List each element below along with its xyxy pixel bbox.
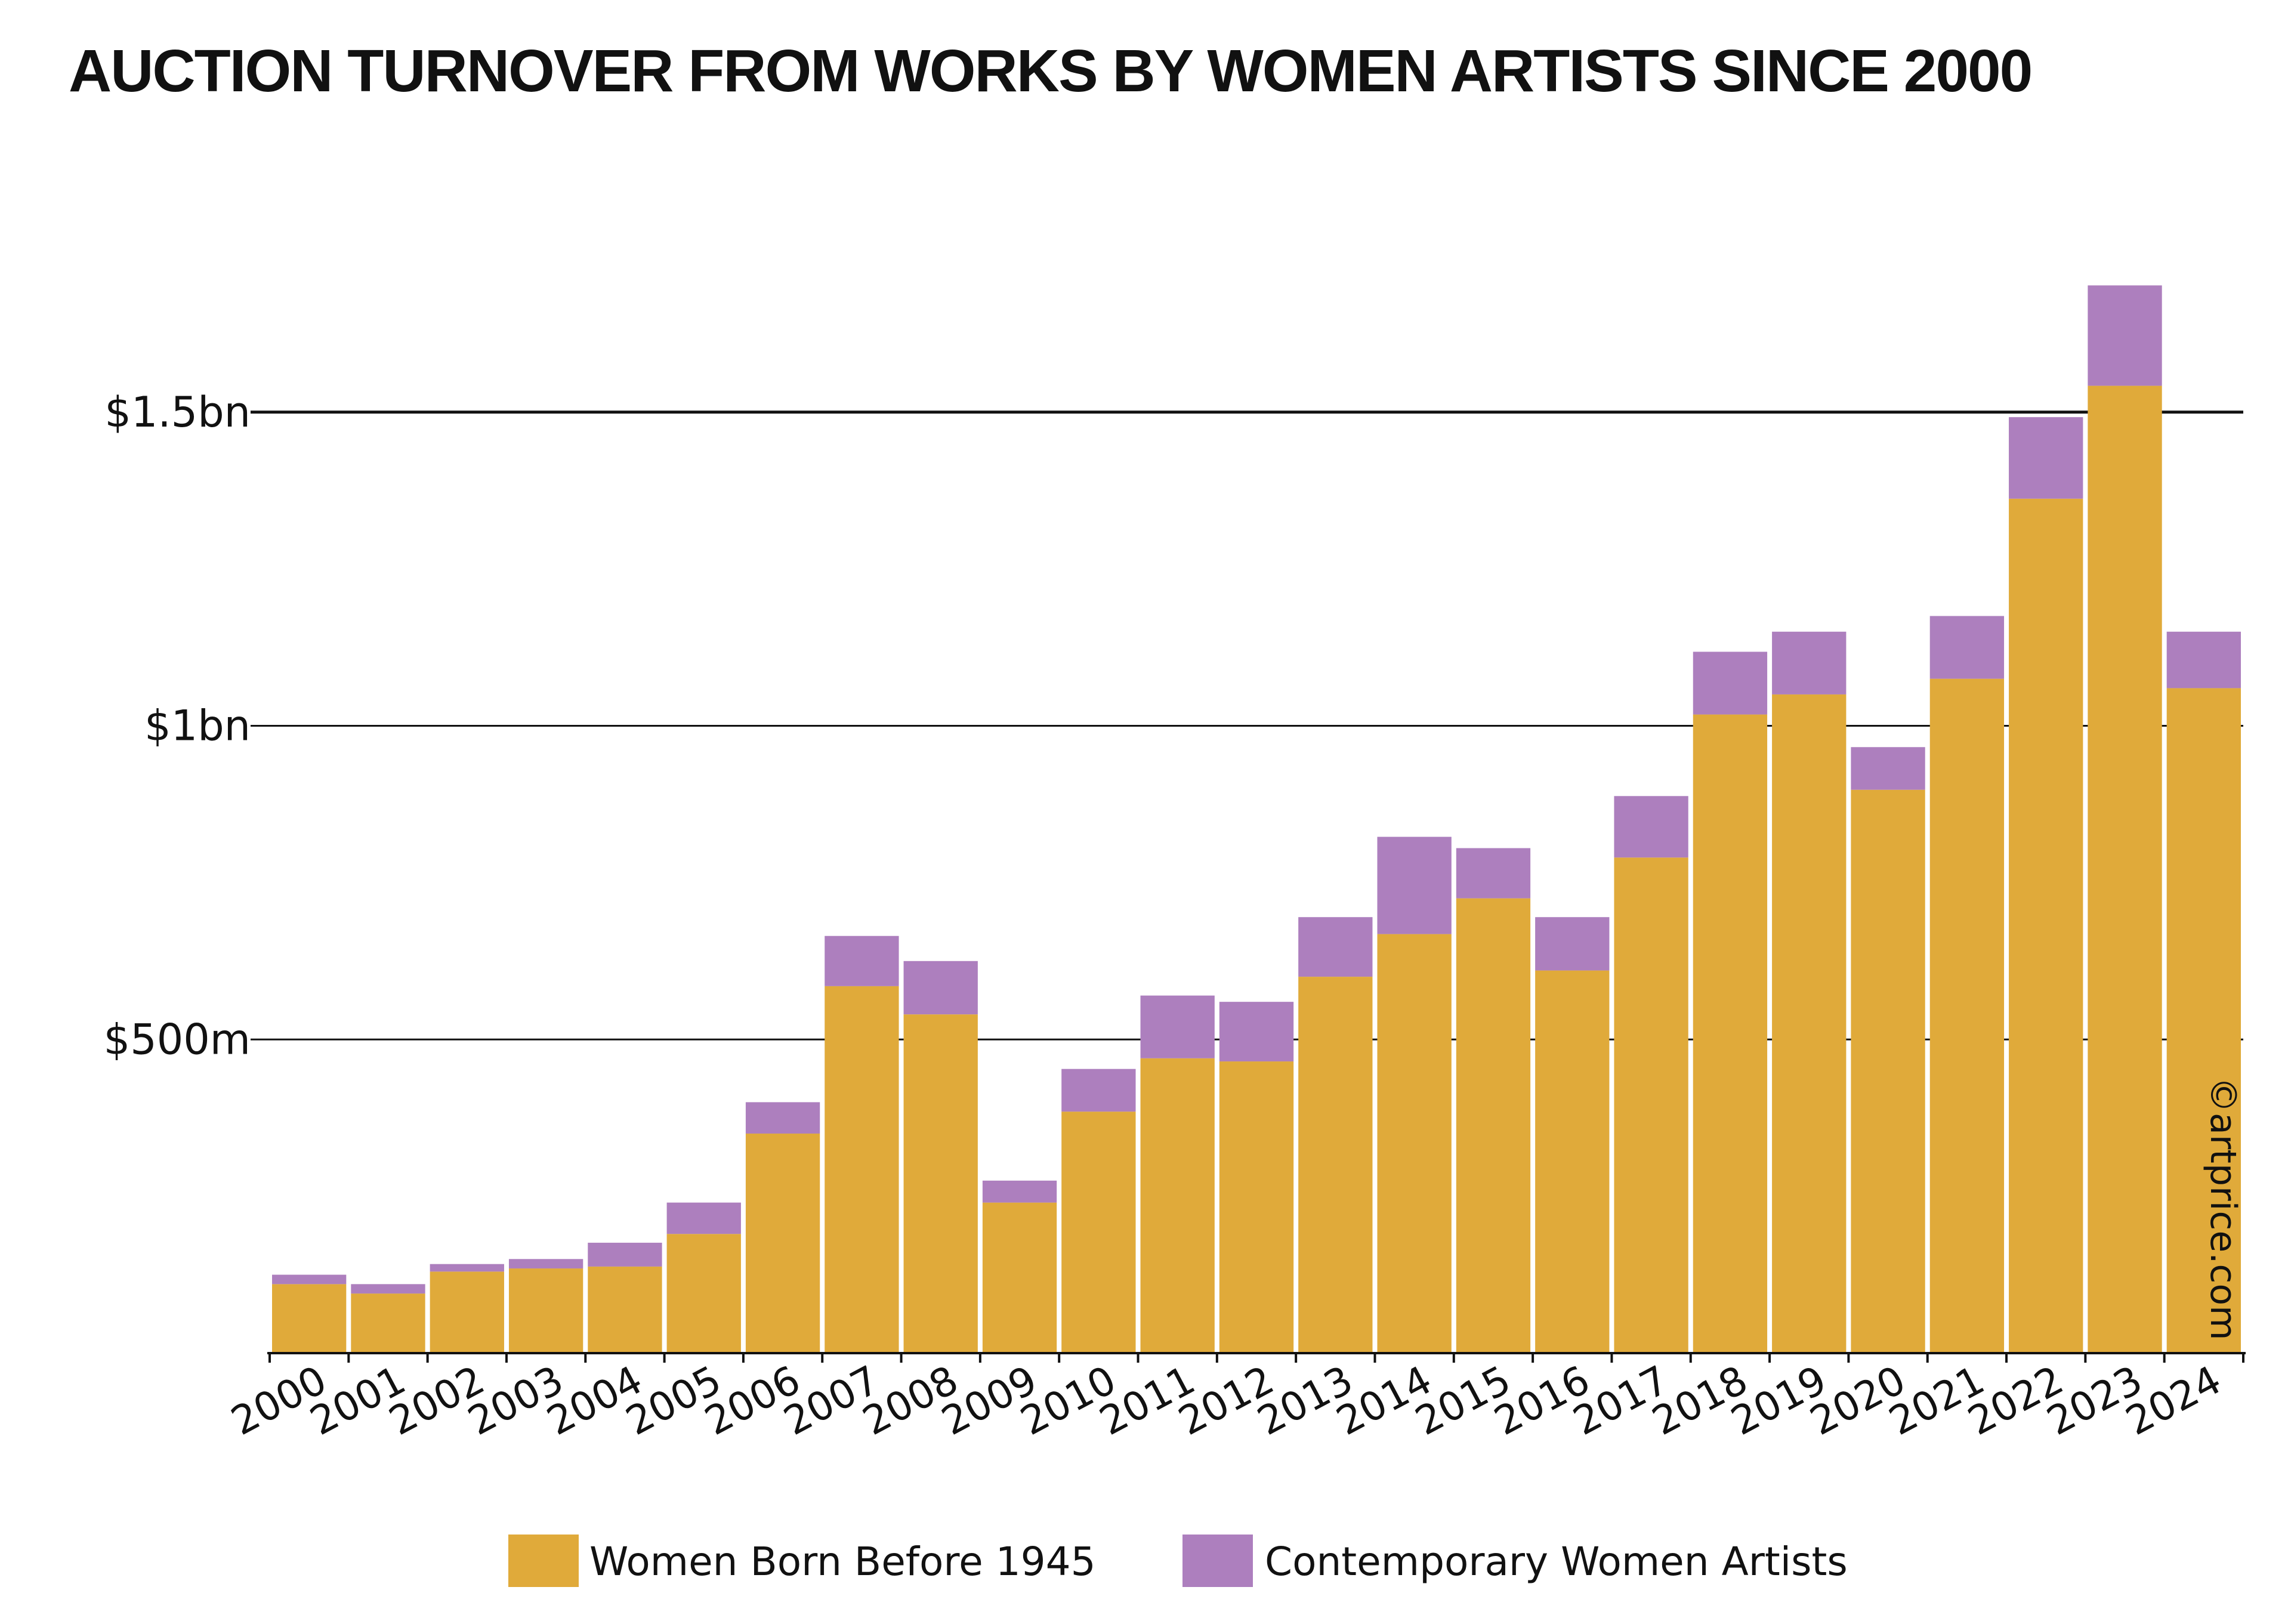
chart-title: AUCTION TURNOVER FROM WORKS BY WOMEN ART… — [69, 38, 2033, 104]
bar-contemporary-women-artists — [351, 1284, 425, 1294]
bar-women-born-before-1945 — [2088, 385, 2162, 1354]
bars — [272, 285, 2241, 1354]
legend-swatch-contemporary-women-artists — [1182, 1535, 1253, 1587]
bar-women-born-before-1945 — [1061, 1112, 1136, 1353]
bar-contemporary-women-artists — [1377, 836, 1452, 934]
y-tick-label: $1.5bn — [104, 388, 251, 437]
bar-women-born-before-1945 — [1219, 1061, 1294, 1353]
bar-women-born-before-1945 — [430, 1271, 504, 1353]
bar-women-born-before-1945 — [1298, 977, 1373, 1353]
y-tick-label: $500m — [104, 1015, 251, 1064]
bar-contemporary-women-artists — [2166, 631, 2241, 688]
bar-women-born-before-1945 — [272, 1284, 347, 1353]
bar-contemporary-women-artists — [745, 1102, 820, 1134]
bar-women-born-before-1945 — [1140, 1058, 1215, 1353]
bar-contemporary-women-artists — [1061, 1069, 1136, 1112]
bar-women-born-before-1945 — [1851, 789, 1925, 1353]
bar-women-born-before-1945 — [1456, 898, 1531, 1353]
bar-women-born-before-1945 — [508, 1268, 583, 1353]
bar-women-born-before-1945 — [1377, 934, 1452, 1353]
legend-label-contemporary-women-artists: Contemporary Women Artists — [1265, 1539, 1848, 1585]
bar-contemporary-women-artists — [825, 936, 899, 986]
bar-contemporary-women-artists — [1298, 917, 1373, 977]
bar-contemporary-women-artists — [1929, 616, 2005, 679]
x-axis — [267, 1352, 2246, 1363]
bar-contemporary-women-artists — [1851, 747, 1925, 790]
bar-women-born-before-1945 — [1693, 714, 1768, 1353]
bar-women-born-before-1945 — [1772, 694, 1847, 1353]
bar-contemporary-women-artists — [2088, 285, 2162, 386]
bar-women-born-before-1945 — [588, 1266, 662, 1353]
bar-contemporary-women-artists — [666, 1202, 741, 1234]
bar-contemporary-women-artists — [1772, 631, 1847, 694]
bar-contemporary-women-artists — [272, 1274, 347, 1285]
legend: Women Born Before 1945 Contemporary Wome… — [508, 1535, 1848, 1587]
legend-swatch-women-born-before-1945 — [508, 1535, 579, 1587]
bar-women-born-before-1945 — [351, 1293, 425, 1353]
bar-women-born-before-1945 — [1929, 678, 2005, 1353]
bar-contemporary-women-artists — [1614, 796, 1688, 858]
bar-women-born-before-1945 — [2009, 498, 2083, 1354]
bar-contemporary-women-artists — [2009, 417, 2083, 499]
bar-contemporary-women-artists — [903, 961, 978, 1015]
bar-contemporary-women-artists — [1140, 995, 1215, 1058]
bar-women-born-before-1945 — [1614, 857, 1688, 1353]
bar-contemporary-women-artists — [1456, 848, 1531, 899]
y-tick-label: $1bn — [144, 702, 251, 751]
bar-contemporary-women-artists — [508, 1259, 583, 1269]
bar-contemporary-women-artists — [1219, 1002, 1294, 1062]
bar-contemporary-women-artists — [1535, 917, 1610, 971]
bar-women-born-before-1945 — [825, 986, 899, 1353]
credit-label: ©artprice.com — [2202, 1077, 2244, 1341]
bar-contemporary-women-artists — [982, 1180, 1057, 1203]
bar-women-born-before-1945 — [982, 1202, 1057, 1353]
bar-contemporary-women-artists — [430, 1264, 504, 1272]
bar-women-born-before-1945 — [1535, 970, 1610, 1353]
bar-women-born-before-1945 — [2166, 688, 2241, 1353]
bar-contemporary-women-artists — [1693, 652, 1768, 715]
bar-contemporary-women-artists — [588, 1242, 662, 1267]
bar-women-born-before-1945 — [666, 1234, 741, 1353]
bar-women-born-before-1945 — [745, 1133, 820, 1353]
bar-women-born-before-1945 — [903, 1014, 978, 1353]
legend-label-women-born-before-1945: Women Born Before 1945 — [589, 1539, 1096, 1585]
